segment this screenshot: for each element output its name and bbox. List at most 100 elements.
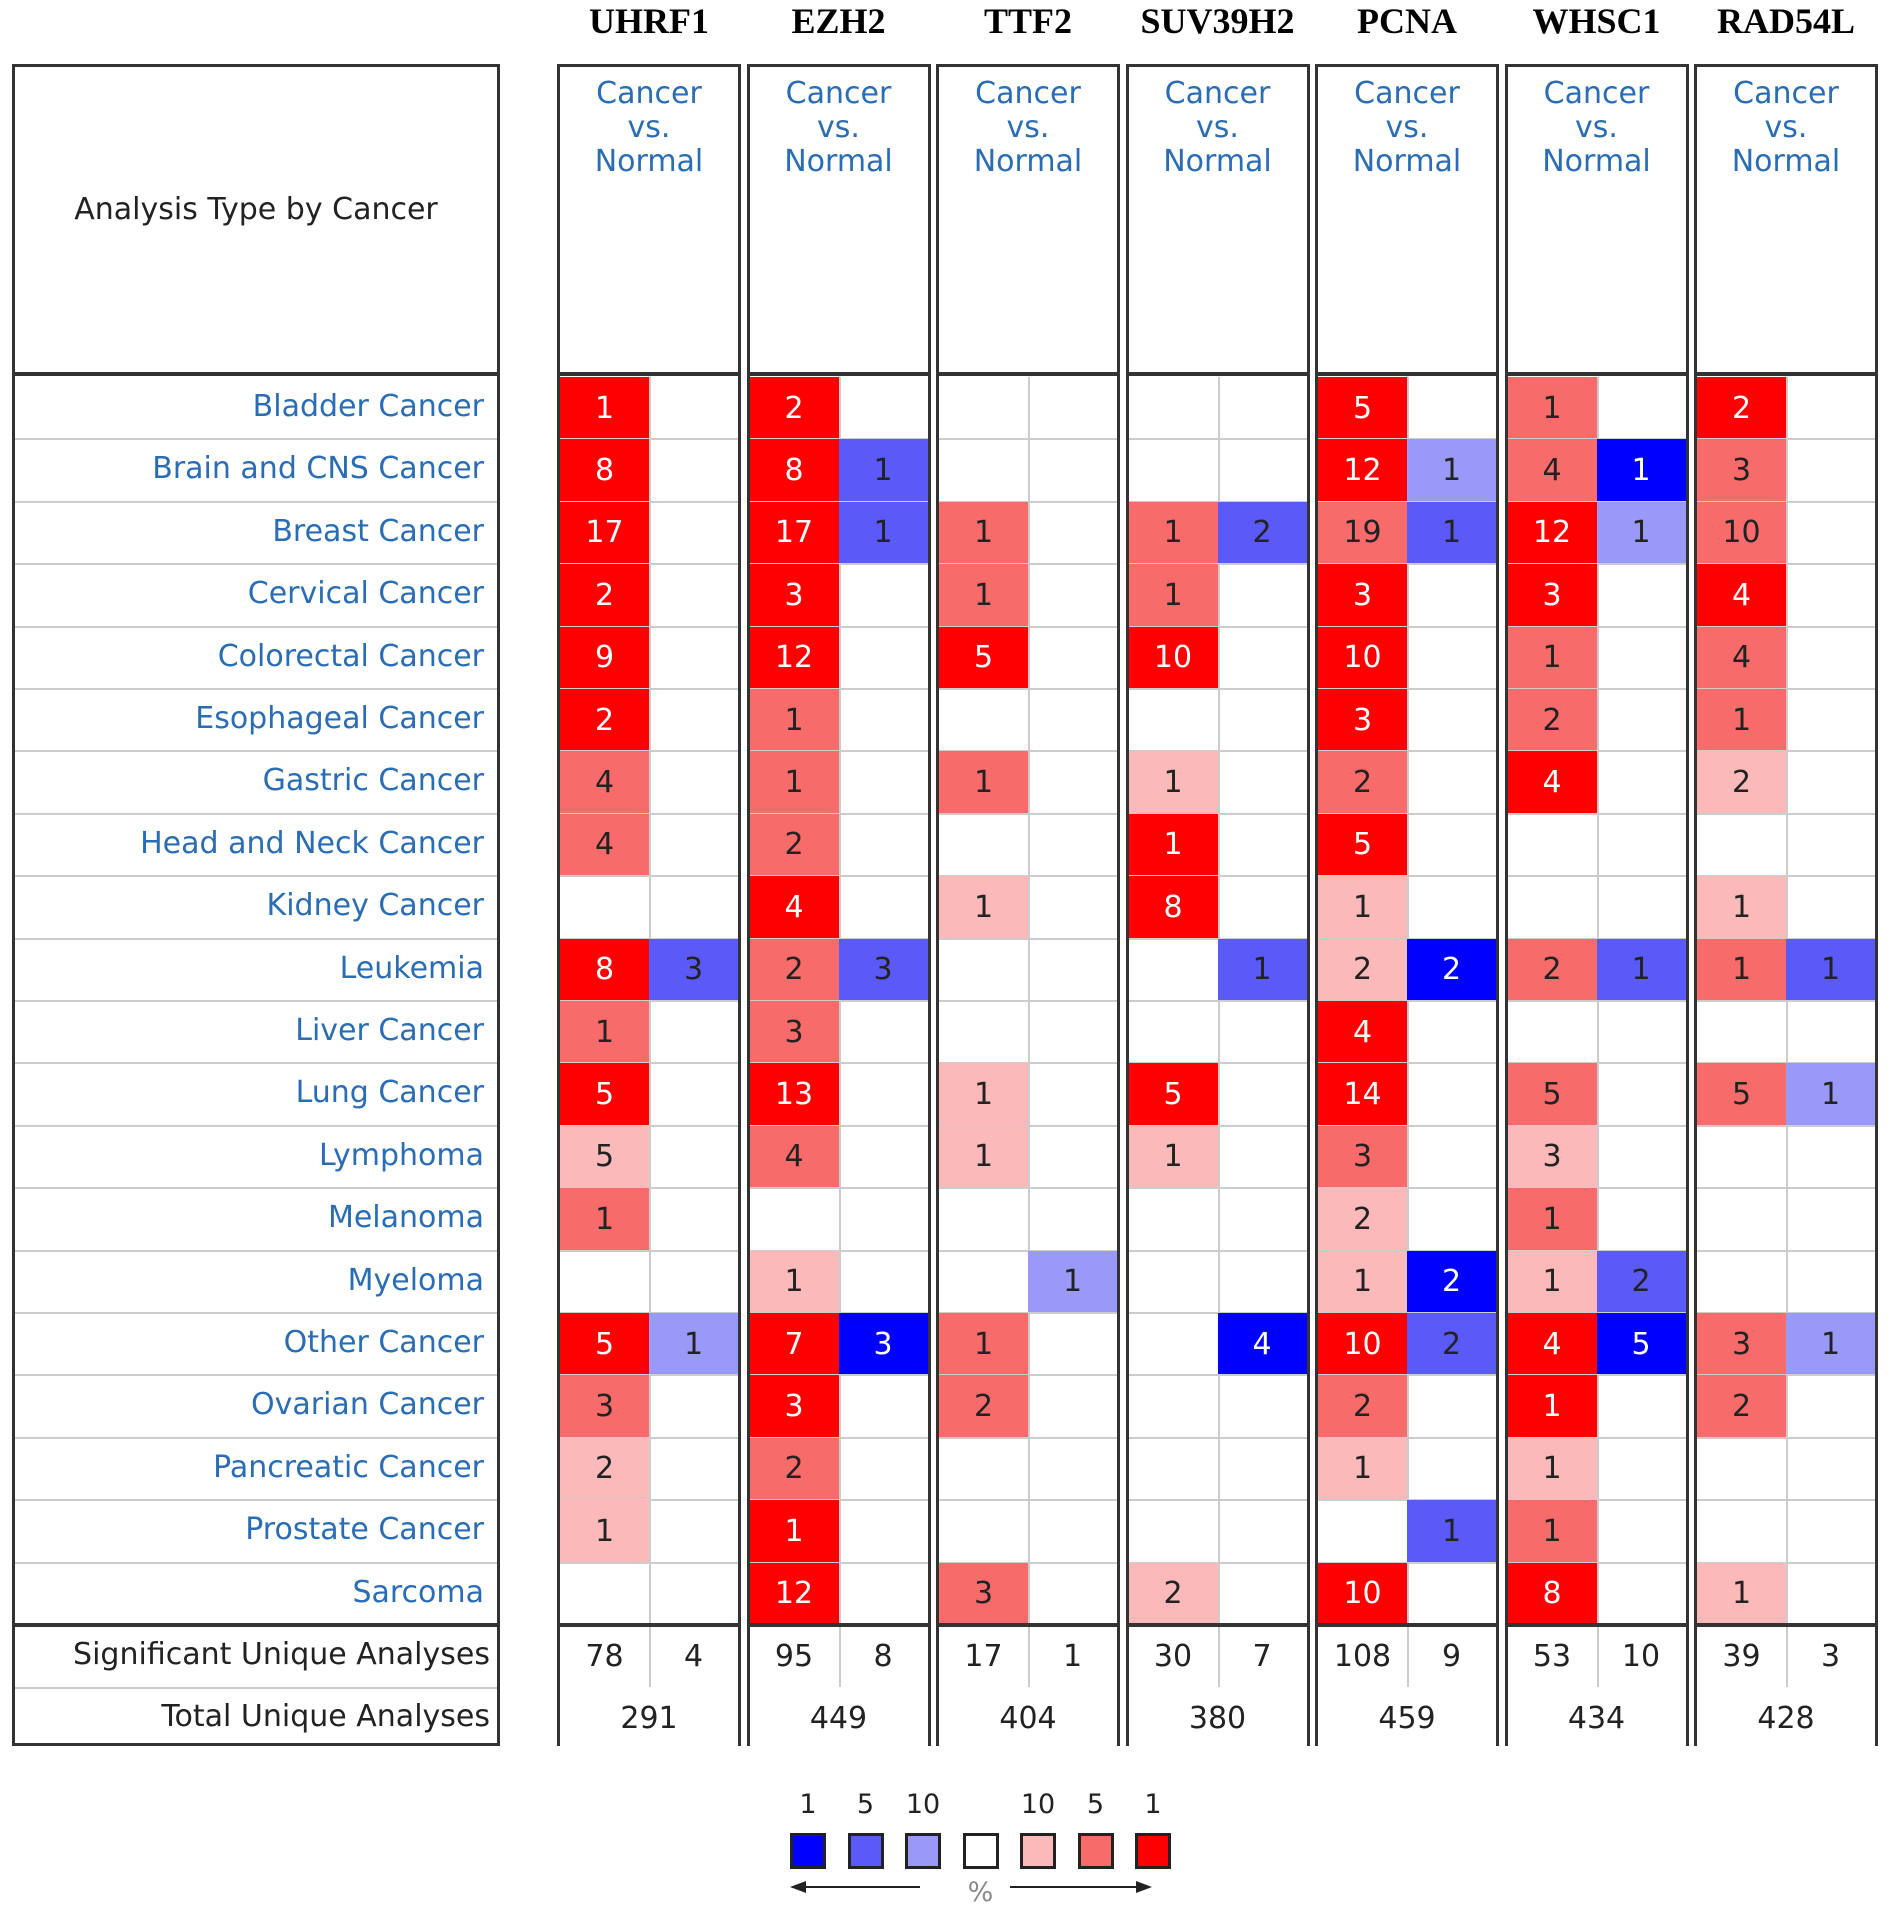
column-header-box: Cancer vs. Normal: [1125, 64, 1310, 375]
heat-cell-up: 4: [749, 1125, 839, 1189]
row-divider: [15, 1249, 497, 1252]
heat-cell-up: 12: [749, 1562, 839, 1625]
heat-cell-down: 2: [1217, 501, 1307, 565]
heat-cell-up: 13: [749, 1063, 839, 1126]
heat-cell-up: 5: [560, 1313, 649, 1376]
row-divider: [15, 750, 497, 753]
heat-cell-up: 4: [560, 751, 649, 814]
heat-cell-up: 12: [1507, 501, 1597, 565]
heat-cell-up: 4: [1697, 626, 1786, 689]
heat-cell-up: 5: [560, 1125, 649, 1189]
column-header-box: Cancer vs. Normal: [1694, 64, 1878, 375]
row-divider: [1128, 1374, 1307, 1377]
row-divider: [15, 1062, 497, 1065]
gene-label-ezh2: EZH2: [791, 1, 886, 41]
row-divider: [1697, 875, 1875, 878]
significant-down-count: 9: [1441, 1638, 1462, 1674]
row-divider: [560, 1000, 738, 1002]
row-divider: [1128, 1124, 1307, 1127]
heat-cell-up: 10: [1128, 626, 1218, 689]
heat-cell-up: 1: [939, 1125, 1028, 1189]
heat-cell-up: 3: [1318, 689, 1407, 752]
heat-cell-up: 1: [1507, 377, 1597, 440]
row-divider: [749, 1436, 928, 1439]
heat-cell-up: 1: [1697, 689, 1786, 752]
row-divider: [939, 937, 1117, 940]
heat-cell-up: 10: [1697, 501, 1786, 565]
row-divider: [749, 1499, 928, 1502]
heat-cell-down: 1: [1217, 938, 1307, 1001]
row-divider: [15, 438, 497, 441]
footer-separator: [936, 1623, 1120, 1627]
heat-cell-down: 3: [838, 1313, 928, 1376]
heat-cell-up: 1: [1507, 1250, 1597, 1313]
row-divider: [1697, 1561, 1875, 1564]
row-divider: [749, 750, 928, 753]
row-divider: [939, 438, 1117, 441]
row-divider: [1318, 688, 1496, 690]
heat-cell-down: 1: [1596, 439, 1686, 502]
legend-swatch: [905, 1833, 941, 1869]
row-divider: [1128, 1062, 1307, 1065]
total-count: 380: [1128, 1687, 1307, 1750]
heat-cell-up: 2: [749, 377, 839, 440]
heat-cell-up: 1: [1507, 1437, 1597, 1501]
row-divider: [939, 1499, 1117, 1502]
row-label-colorectal-cancer: Colorectal Cancer: [217, 638, 484, 674]
row-divider: [560, 1124, 738, 1127]
heat-cell-up: 2: [1697, 751, 1786, 814]
heat-cell-up: 2: [749, 1437, 839, 1501]
heat-cell-up: 2: [1507, 938, 1597, 1001]
significant-up-count: 78: [585, 1638, 624, 1674]
row-divider: [1128, 750, 1307, 753]
row-divider: [1318, 1000, 1496, 1002]
row-label-liver-cancer: Liver Cancer: [295, 1013, 484, 1048]
row-labels-box: [12, 373, 500, 1746]
heat-cell-up: 2: [1318, 1188, 1407, 1251]
row-divider: [1697, 1499, 1875, 1502]
heat-cell-up: 3: [1318, 564, 1407, 627]
heat-cell-up: 3: [1697, 1313, 1786, 1376]
heat-cell-down: 1: [1596, 501, 1686, 565]
row-divider: [560, 500, 738, 503]
row-divider: [1128, 1436, 1307, 1439]
heat-cell-up: 5: [1697, 1063, 1786, 1126]
row-divider: [1697, 688, 1875, 690]
row-divider: [1697, 625, 1875, 628]
heat-cell-up: 10: [1318, 626, 1407, 689]
row-divider: [15, 1499, 497, 1502]
row-divider: [1128, 625, 1307, 628]
row-divider: [1128, 563, 1307, 566]
row-label-bladder-cancer: Bladder Cancer: [252, 389, 484, 424]
row-divider: [15, 1436, 497, 1439]
row-divider: [1507, 1000, 1686, 1002]
significant-down-count: 1: [1062, 1638, 1083, 1674]
row-divider: [749, 1187, 928, 1190]
heat-cell-up: 2: [1507, 689, 1597, 752]
total-count: 291: [560, 1687, 738, 1750]
row-divider: [1507, 1499, 1686, 1502]
row-divider: [1128, 1561, 1307, 1564]
heat-cell-up: 5: [560, 1063, 649, 1126]
legend-label: 1: [799, 1789, 817, 1820]
heat-cell-up: 14: [1318, 1063, 1407, 1126]
row-divider: [749, 1124, 928, 1127]
row-divider: [1507, 1436, 1686, 1439]
row-divider: [1507, 750, 1686, 753]
column-subheader: Cancer vs. Normal: [594, 76, 704, 179]
row-divider: [1318, 563, 1496, 566]
heat-cell-up: 7: [749, 1313, 839, 1376]
heat-cell-up: 1: [939, 501, 1028, 565]
legend-swatch: [847, 1833, 884, 1869]
column-subheader: Cancer vs. Normal: [973, 76, 1083, 179]
row-divider: [15, 1374, 497, 1377]
footer-separator: [746, 1623, 931, 1627]
row-divider: [1697, 438, 1875, 441]
heat-cell-down: 1: [1407, 501, 1496, 565]
legend-swatch: [962, 1833, 999, 1869]
heat-cell-up: 10: [1318, 1562, 1407, 1625]
column-subheader: Cancer vs. Normal: [1542, 76, 1651, 179]
legend-label: 5: [856, 1789, 875, 1820]
footer-separator: [557, 1623, 741, 1627]
row-divider: [15, 563, 497, 566]
